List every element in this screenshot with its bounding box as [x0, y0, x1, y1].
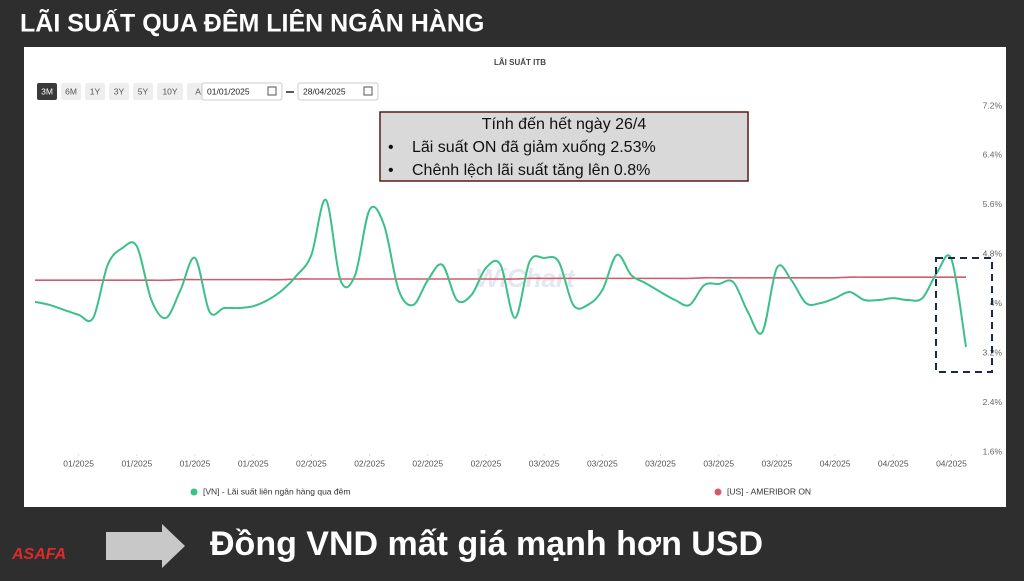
range-button-label: All — [195, 86, 205, 96]
y-tick-label: 1.6% — [983, 446, 1003, 456]
range-button[interactable] — [133, 83, 153, 100]
x-tick-label: 01/2025 — [121, 458, 152, 468]
legend-label: [VN] - Lãi suất liên ngân hàng qua đêm — [203, 486, 350, 496]
highlight-box — [935, 257, 993, 373]
range-button[interactable] — [85, 83, 105, 100]
legend-swatch — [190, 488, 198, 496]
x-tick-label: 04/2025 — [878, 458, 909, 468]
range-button-label: 5Y — [138, 86, 149, 96]
x-tick-label: 01/2025 — [238, 458, 269, 468]
date-from: 01/01/2025 — [207, 86, 250, 96]
range-button[interactable] — [37, 83, 57, 100]
legend-label: [US] - AMERIBOR ON — [727, 486, 811, 496]
arrow — [106, 524, 185, 568]
calendar-icon — [363, 86, 373, 96]
calendar-icon — [267, 86, 277, 96]
range-button-label: 10Y — [162, 86, 177, 96]
annotation-bullet: Chênh lệch lãi suất tăng lên 0.8% — [412, 162, 650, 179]
y-tick-label: 7.2% — [983, 100, 1003, 110]
logo: ASAFA — [11, 546, 66, 563]
x-tick-label: 03/2025 — [762, 458, 793, 468]
x-tick-label: 03/2025 — [703, 458, 734, 468]
x-tick-label: 03/2025 — [587, 458, 618, 468]
range-button-label: 6M — [65, 86, 77, 96]
annotation-bullet: Lãi suất ON đã giảm xuống 2.53% — [412, 139, 656, 156]
footer-text: Đồng VND mất giá mạnh hơn USD — [210, 525, 763, 563]
range-button-label: 3M — [41, 86, 53, 96]
range-button[interactable] — [61, 83, 81, 100]
x-tick-label: 02/2025 — [471, 458, 502, 468]
x-tick-label: 02/2025 — [354, 458, 385, 468]
y-tick-label: 2.4% — [983, 397, 1003, 407]
x-tick-label: 02/2025 — [296, 458, 327, 468]
range-button[interactable] — [109, 83, 129, 100]
annotation-box — [379, 111, 749, 182]
y-tick-label: 5.6% — [983, 199, 1003, 209]
annotation-heading: Tính đến hết ngày 26/4 — [482, 116, 647, 133]
x-tick-label: 04/2025 — [936, 458, 967, 468]
x-tick-label: 04/2025 — [820, 458, 851, 468]
date-input[interactable] — [297, 82, 379, 101]
bullet-dot: • — [388, 162, 394, 179]
x-tick-label: 01/2025 — [180, 458, 211, 468]
x-tick-label: 02/2025 — [412, 458, 443, 468]
chart-title: LÃI SUẤT ITB — [494, 57, 546, 67]
series-line — [34, 276, 966, 282]
x-tick-label: 03/2025 — [529, 458, 560, 468]
date-to: 28/04/2025 — [303, 86, 346, 96]
y-tick-label: 4.8% — [983, 249, 1003, 259]
series-line — [34, 198, 967, 348]
date-input[interactable] — [201, 82, 283, 101]
x-tick-label: 01/2025 — [63, 458, 94, 468]
range-button-label: 3Y — [114, 86, 125, 96]
x-tick-label: 03/2025 — [645, 458, 676, 468]
range-button[interactable] — [157, 83, 183, 100]
y-tick-label: 4% — [990, 298, 1003, 308]
legend-swatch — [714, 488, 722, 496]
range-button-label: 1Y — [90, 86, 101, 96]
y-tick-label: 6.4% — [983, 150, 1003, 160]
bullet-dot: • — [388, 139, 394, 156]
slide-title: LÃI SUẤT QUA ĐÊM LIÊN NGÂN HÀNG — [20, 8, 484, 38]
